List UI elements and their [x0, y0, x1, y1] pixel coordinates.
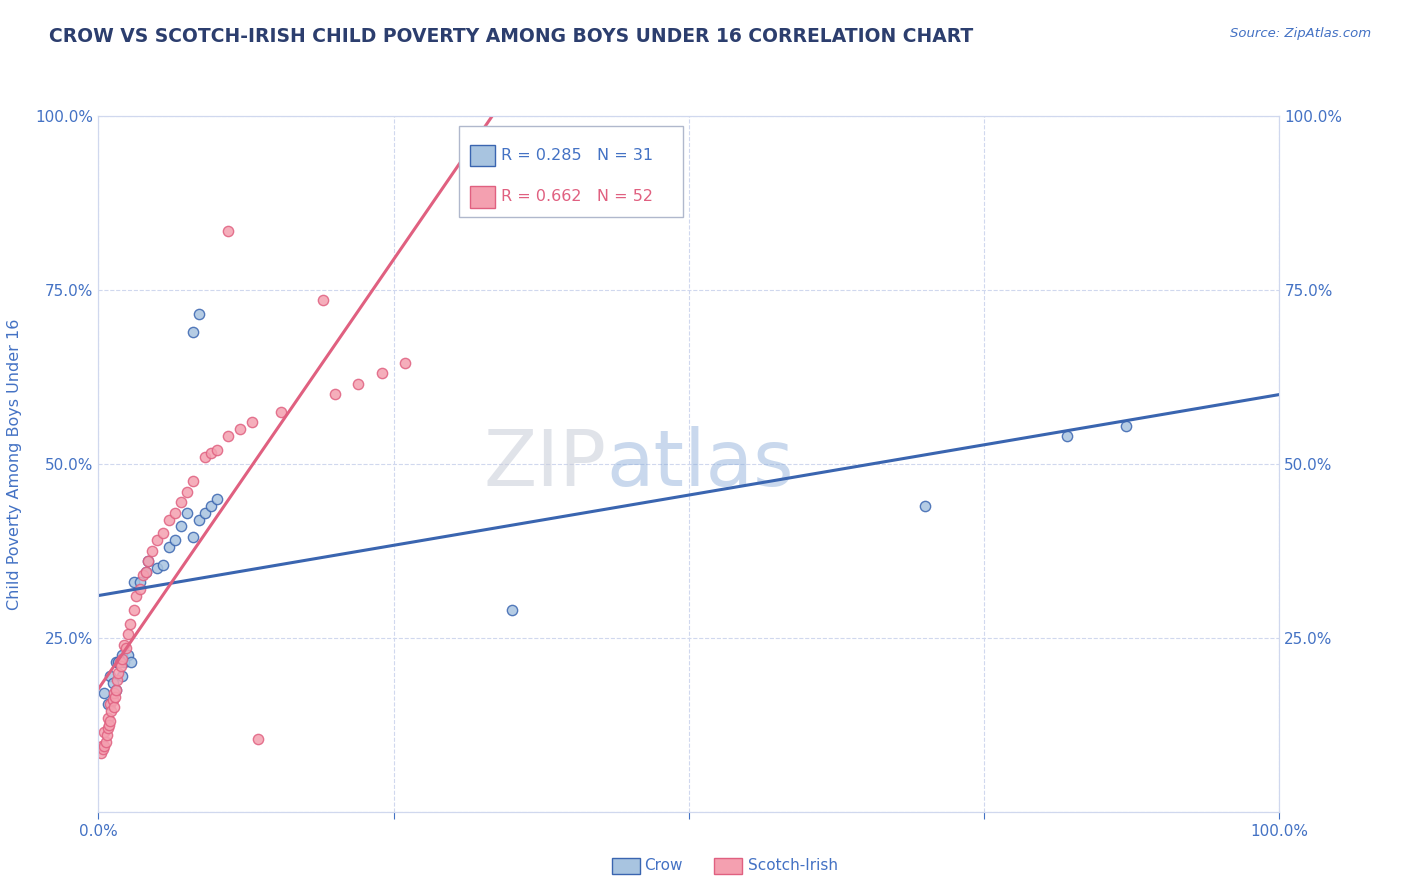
Point — [105, 655, 128, 669]
Point — [205, 442, 228, 457]
Point — [101, 676, 124, 690]
Point — [146, 561, 169, 575]
Point — [110, 658, 132, 673]
Point — [1115, 418, 1137, 433]
Point — [98, 697, 121, 711]
Y-axis label: Child Poverty Among Boys Under 16: Child Poverty Among Boys Under 16 — [7, 318, 21, 609]
Point — [93, 739, 115, 753]
Point — [914, 499, 936, 513]
Point — [194, 506, 217, 520]
Point — [132, 568, 155, 582]
Point — [98, 714, 121, 729]
Point — [128, 582, 150, 596]
Point — [111, 648, 134, 662]
Text: R = 0.662   N = 52: R = 0.662 N = 52 — [501, 189, 652, 204]
Point — [194, 450, 217, 464]
Text: atlas: atlas — [606, 425, 794, 502]
Point — [170, 495, 193, 509]
Point — [103, 686, 125, 700]
Point — [165, 506, 187, 520]
Point — [108, 655, 131, 669]
Point — [347, 376, 370, 391]
Point — [157, 512, 180, 526]
Point — [128, 575, 150, 590]
Point — [501, 603, 523, 617]
Point — [111, 669, 134, 683]
Point — [394, 356, 416, 370]
Point — [152, 526, 174, 541]
Point — [152, 558, 174, 572]
Point — [112, 638, 135, 652]
Point — [200, 446, 222, 460]
Point — [105, 673, 128, 687]
Point — [117, 648, 139, 662]
Point — [121, 655, 143, 669]
Text: Scotch-Irish: Scotch-Irish — [748, 858, 838, 872]
Point — [240, 415, 263, 429]
Point — [371, 367, 394, 381]
Point — [135, 565, 157, 579]
Point — [246, 731, 269, 746]
Point — [165, 533, 187, 548]
Point — [103, 700, 125, 714]
Point — [176, 506, 198, 520]
Text: ZIP: ZIP — [484, 425, 606, 502]
Point — [105, 683, 128, 698]
Point — [91, 742, 114, 756]
Point — [91, 739, 114, 753]
Point — [136, 554, 159, 568]
Text: CROW VS SCOTCH-IRISH CHILD POVERTY AMONG BOYS UNDER 16 CORRELATION CHART: CROW VS SCOTCH-IRISH CHILD POVERTY AMONG… — [49, 27, 973, 45]
Point — [112, 655, 135, 669]
Point — [98, 669, 121, 683]
Point — [97, 697, 120, 711]
Point — [97, 721, 120, 735]
Point — [270, 405, 292, 419]
Point — [114, 641, 136, 656]
Point — [104, 690, 127, 704]
Point — [181, 325, 204, 339]
Point — [157, 541, 180, 555]
Point — [125, 589, 148, 603]
Text: Crow: Crow — [644, 858, 682, 872]
Point — [200, 499, 222, 513]
Point — [1056, 429, 1078, 443]
Point — [187, 512, 209, 526]
Point — [170, 519, 193, 533]
Point — [93, 724, 115, 739]
Point — [136, 554, 159, 568]
Point — [107, 665, 129, 680]
Point — [100, 704, 122, 718]
Point — [187, 307, 209, 321]
Point — [323, 387, 346, 401]
Point — [141, 544, 163, 558]
Point — [146, 533, 169, 548]
Text: Source: ZipAtlas.com: Source: ZipAtlas.com — [1230, 27, 1371, 40]
Point — [93, 686, 115, 700]
Point — [312, 293, 335, 308]
Point — [122, 575, 145, 590]
Point — [107, 655, 129, 669]
Point — [122, 603, 145, 617]
Point — [135, 565, 157, 579]
Text: R = 0.285   N = 31: R = 0.285 N = 31 — [501, 148, 652, 163]
Point — [205, 491, 228, 506]
Point — [105, 683, 128, 698]
Point — [120, 616, 142, 631]
Point — [117, 627, 139, 641]
Point — [101, 693, 124, 707]
Point — [217, 224, 239, 238]
Point — [111, 651, 134, 665]
Point — [217, 429, 239, 443]
Point — [181, 530, 204, 544]
Point — [90, 746, 112, 760]
Point — [98, 717, 121, 731]
Point — [229, 422, 252, 436]
Point — [181, 475, 204, 489]
Point — [94, 735, 117, 749]
Point — [97, 711, 120, 725]
Point — [176, 484, 198, 499]
Point — [96, 728, 118, 742]
